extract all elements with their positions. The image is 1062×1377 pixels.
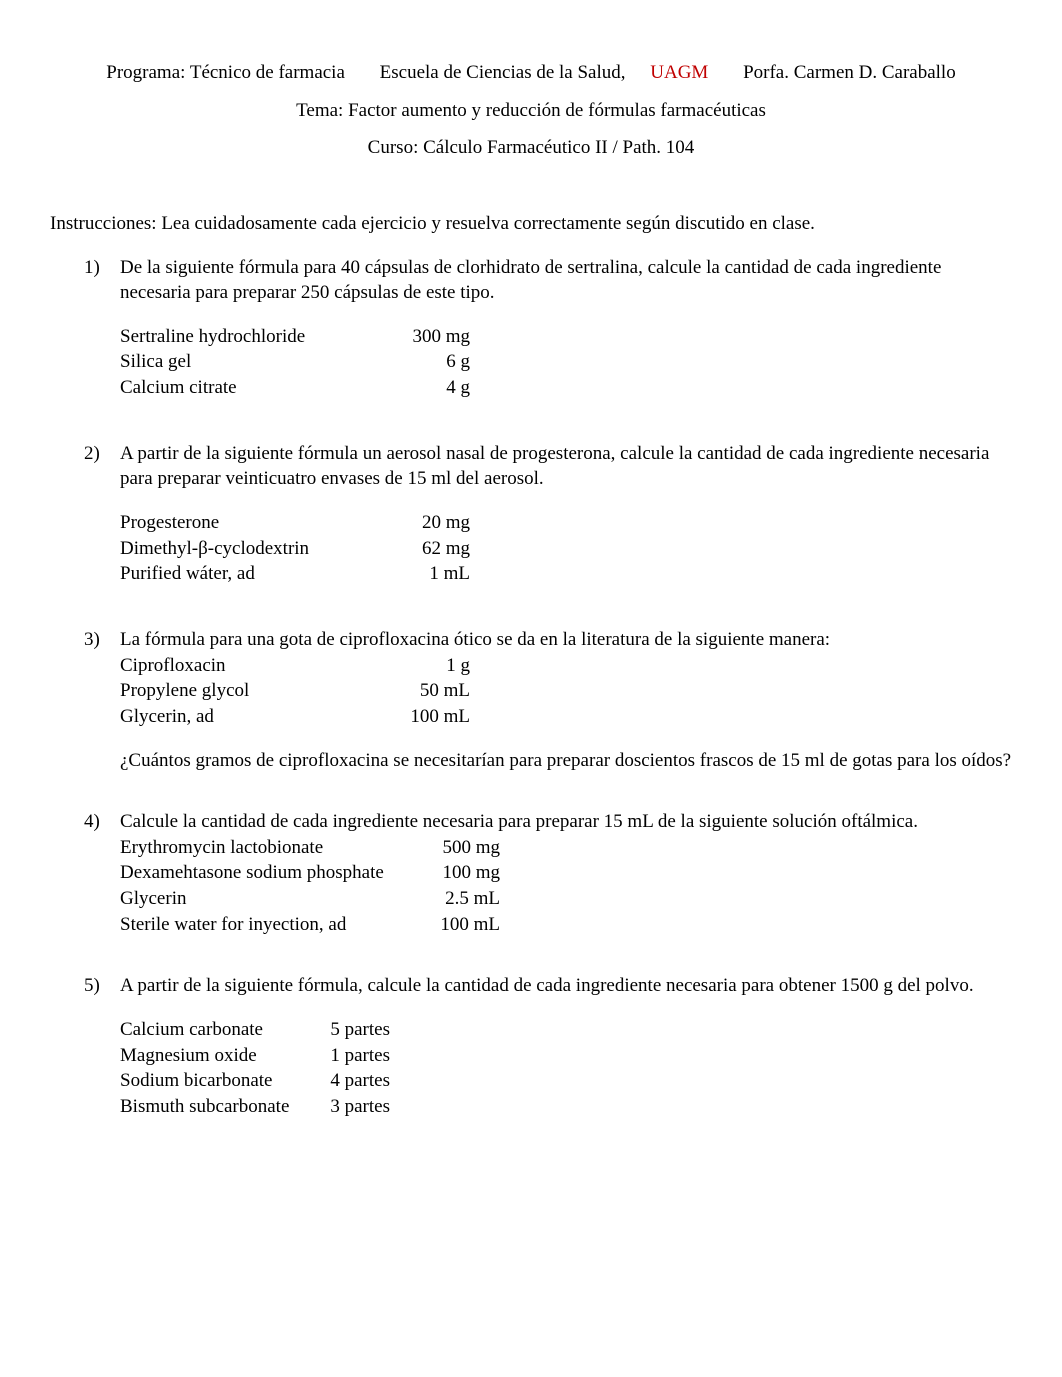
- question-1-prompt: 1) De la siguiente fórmula para 40 cápsu…: [120, 255, 1012, 306]
- ingredient-amount: 3 partes: [310, 1094, 390, 1120]
- ingredient-name: Magnesium oxide: [120, 1043, 310, 1069]
- ingredient-amount: 100 mg: [420, 860, 500, 886]
- question-1-ingredients: Sertraline hydrochloride 300 mg Silica g…: [120, 324, 1012, 401]
- question-2-number: 2): [84, 441, 100, 467]
- document-header: Programa: Técnico de farmacia Escuela de…: [50, 60, 1012, 161]
- ingredient-row: Sertraline hydrochloride 300 mg: [120, 324, 1012, 350]
- ingredient-amount: 5 partes: [310, 1017, 390, 1043]
- question-3-ingredients: Ciprofloxacin 1 g Propylene glycol 50 mL…: [120, 653, 1012, 730]
- ingredient-amount: 1 g: [390, 653, 470, 679]
- ingredient-row: Progesterone 20 mg: [120, 510, 1012, 536]
- question-4-prompt: 4) Calcule la cantidad de cada ingredien…: [120, 809, 1012, 835]
- ingredient-name: Calcium carbonate: [120, 1017, 310, 1043]
- ingredient-amount: 4 partes: [310, 1068, 390, 1094]
- ingredient-row: Ciprofloxacin 1 g: [120, 653, 1012, 679]
- ingredient-name: Dexamehtasone sodium phosphate: [120, 860, 420, 886]
- ingredient-name: Calcium citrate: [120, 375, 390, 401]
- question-2-prompt: 2) A partir de la siguiente fórmula un a…: [120, 441, 1012, 492]
- question-1-text: De la siguiente fórmula para 40 cápsulas…: [120, 255, 1012, 306]
- question-4-ingredients: Erythromycin lactobionate 500 mg Dexameh…: [120, 835, 1012, 938]
- ingredient-name: Bismuth subcarbonate: [120, 1094, 310, 1120]
- ingredient-name: Progesterone: [120, 510, 390, 536]
- ingredient-row: Silica gel 6 g: [120, 349, 1012, 375]
- ingredient-name: Purified wáter, ad: [120, 561, 390, 587]
- ingredient-amount: 300 mg: [390, 324, 470, 350]
- ingredient-name: Glycerin: [120, 886, 420, 912]
- ingredient-name: Sterile water for inyection, ad: [120, 912, 420, 938]
- ingredient-row: Sterile water for inyection, ad 100 mL: [120, 912, 1012, 938]
- question-2-text: A partir de la siguiente fórmula un aero…: [120, 441, 1012, 492]
- course-label: Curso: Cálculo Farmacéutico II / Path. 1…: [50, 135, 1012, 161]
- ingredient-name: Sertraline hydrochloride: [120, 324, 390, 350]
- ingredient-amount: 100 mL: [390, 704, 470, 730]
- ingredient-row: Calcium citrate 4 g: [120, 375, 1012, 401]
- ingredient-row: Glycerin 2.5 mL: [120, 886, 1012, 912]
- ingredient-row: Dimethyl-β-cyclodextrin 62 mg: [120, 536, 1012, 562]
- uagm-label: UAGM: [650, 62, 708, 83]
- question-3-followup: ¿Cuántos gramos de ciprofloxacina se nec…: [120, 748, 1012, 774]
- question-1: 1) De la siguiente fórmula para 40 cápsu…: [50, 255, 1012, 401]
- question-3-prompt: 3) La fórmula para una gota de ciproflox…: [120, 627, 1012, 653]
- ingredient-name: Dimethyl-β-cyclodextrin: [120, 536, 390, 562]
- ingredient-row: Purified wáter, ad 1 mL: [120, 561, 1012, 587]
- ingredient-amount: 2.5 mL: [420, 886, 500, 912]
- question-2-ingredients: Progesterone 20 mg Dimethyl-β-cyclodextr…: [120, 510, 1012, 587]
- theme-label: Tema: Factor aumento y reducción de fórm…: [50, 98, 1012, 124]
- program-label: Programa: Técnico de farmacia: [106, 62, 345, 83]
- ingredient-amount: 20 mg: [390, 510, 470, 536]
- question-3: 3) La fórmula para una gota de ciproflox…: [50, 627, 1012, 773]
- question-4-number: 4): [84, 809, 100, 835]
- question-4-text: Calcule la cantidad de cada ingrediente …: [120, 809, 1012, 835]
- ingredient-amount: 50 mL: [390, 678, 470, 704]
- ingredient-name: Sodium bicarbonate: [120, 1068, 310, 1094]
- ingredient-row: Propylene glycol 50 mL: [120, 678, 1012, 704]
- ingredient-amount: 1 partes: [310, 1043, 390, 1069]
- professor-label: Porfa. Carmen D. Caraballo: [743, 62, 956, 83]
- header-line-1: Programa: Técnico de farmacia Escuela de…: [50, 60, 1012, 86]
- ingredient-row: Magnesium oxide 1 partes: [120, 1043, 1012, 1069]
- ingredient-row: Sodium bicarbonate 4 partes: [120, 1068, 1012, 1094]
- ingredient-name: Ciprofloxacin: [120, 653, 390, 679]
- school-text: Escuela de Ciencias de la Salud,: [380, 62, 631, 83]
- ingredient-amount: 500 mg: [420, 835, 500, 861]
- ingredient-amount: 100 mL: [420, 912, 500, 938]
- instructions-text: Instrucciones: Lea cuidadosamente cada e…: [50, 211, 1012, 237]
- ingredient-amount: 62 mg: [390, 536, 470, 562]
- question-5-ingredients: Calcium carbonate 5 partes Magnesium oxi…: [120, 1017, 1012, 1120]
- question-5: 5) A partir de la siguiente fórmula, cal…: [50, 973, 1012, 1119]
- question-3-number: 3): [84, 627, 100, 653]
- ingredient-row: Erythromycin lactobionate 500 mg: [120, 835, 1012, 861]
- question-5-prompt: 5) A partir de la siguiente fórmula, cal…: [120, 973, 1012, 999]
- ingredient-name: Propylene glycol: [120, 678, 390, 704]
- question-2: 2) A partir de la siguiente fórmula un a…: [50, 441, 1012, 587]
- ingredient-row: Calcium carbonate 5 partes: [120, 1017, 1012, 1043]
- ingredient-row: Bismuth subcarbonate 3 partes: [120, 1094, 1012, 1120]
- question-4: 4) Calcule la cantidad de cada ingredien…: [50, 809, 1012, 937]
- school-label: Escuela de Ciencias de la Salud, UAGM: [370, 62, 719, 83]
- question-5-text: A partir de la siguiente fórmula, calcul…: [120, 973, 1012, 999]
- ingredient-name: Glycerin, ad: [120, 704, 390, 730]
- ingredient-row: Glycerin, ad 100 mL: [120, 704, 1012, 730]
- question-1-number: 1): [84, 255, 100, 281]
- question-3-text: La fórmula para una gota de ciprofloxaci…: [120, 627, 1012, 653]
- ingredient-name: Silica gel: [120, 349, 390, 375]
- ingredient-amount: 4 g: [390, 375, 470, 401]
- ingredient-name: Erythromycin lactobionate: [120, 835, 420, 861]
- question-5-number: 5): [84, 973, 100, 999]
- ingredient-amount: 6 g: [390, 349, 470, 375]
- ingredient-row: Dexamehtasone sodium phosphate 100 mg: [120, 860, 1012, 886]
- ingredient-amount: 1 mL: [390, 561, 470, 587]
